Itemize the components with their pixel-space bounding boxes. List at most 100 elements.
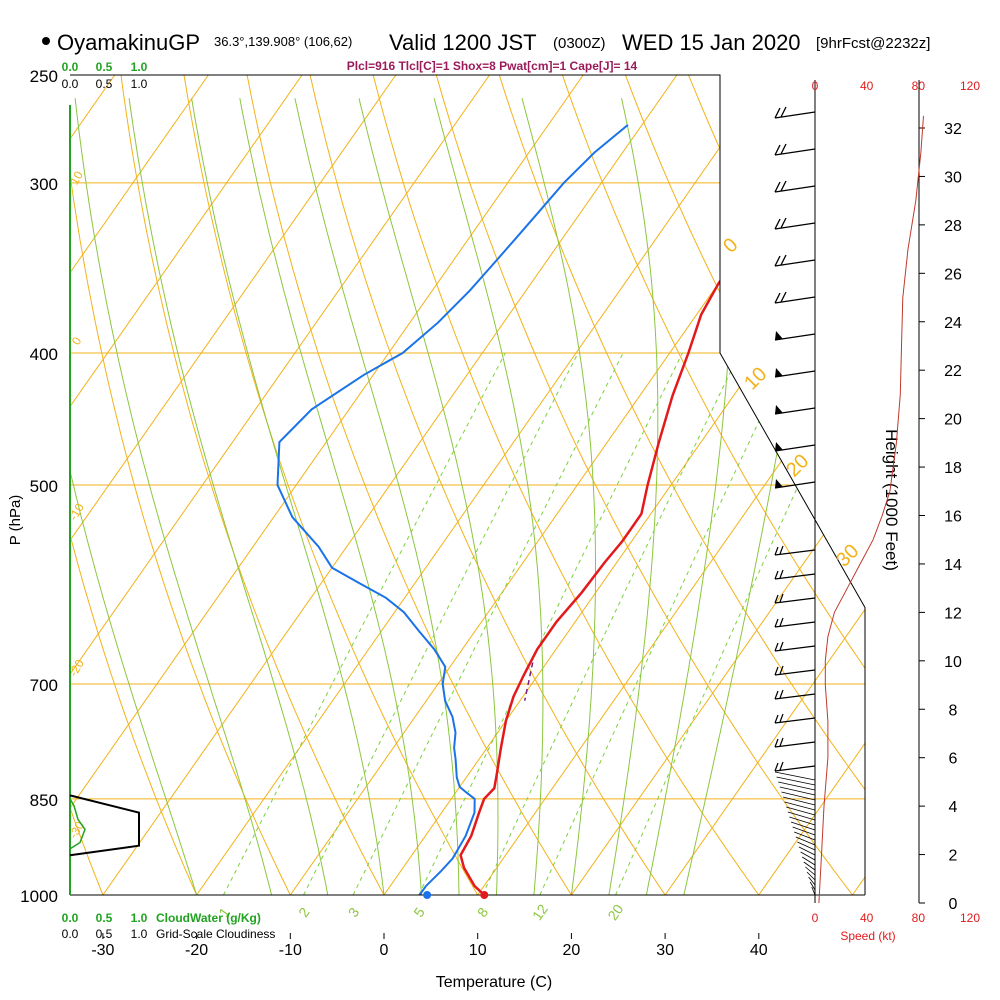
wind-barb xyxy=(774,545,816,556)
wind-barb-staff xyxy=(787,811,816,821)
wind-barb-staff xyxy=(774,185,816,193)
wind-barb xyxy=(774,593,816,604)
speed-scale-bottom: 0 xyxy=(812,911,819,925)
height-tick-label: 14 xyxy=(944,557,962,574)
height-tick-label: 28 xyxy=(944,218,962,235)
height-tick-label: 16 xyxy=(944,509,962,526)
left-edge-label: 10 xyxy=(67,168,86,187)
wind-barb xyxy=(774,641,816,652)
dewpoint-line xyxy=(276,124,629,895)
wind-barb-staff xyxy=(795,836,816,846)
height-tick-label: 20 xyxy=(944,412,962,429)
wind-barb-staff xyxy=(774,573,816,580)
diagram-frame xyxy=(70,74,866,895)
wind-barb xyxy=(774,617,816,628)
moist-adiabat-line xyxy=(74,98,273,895)
cloudiness-profile xyxy=(69,794,140,857)
wind-barb-flag xyxy=(780,180,787,192)
cloudwater-scale-top: 0.0 xyxy=(62,60,79,74)
wind-barb-flag xyxy=(774,642,779,652)
forecast-info: [9hrFcst@2232z] xyxy=(816,35,930,52)
height-tick-label: 8 xyxy=(949,702,958,719)
wind-barb xyxy=(774,180,816,193)
cloudwater-profile xyxy=(69,798,86,850)
dry-adiabat-line xyxy=(491,75,865,895)
wind-barb-flag xyxy=(779,665,784,675)
wind-barb-staff xyxy=(774,111,816,119)
isotherm-line xyxy=(70,75,584,895)
wind-barb-flag xyxy=(774,292,781,304)
wind-barb-flag xyxy=(780,291,787,303)
dry-adiabat-line xyxy=(366,75,781,895)
height-tick-label: 26 xyxy=(944,266,962,283)
wind-barb-staff xyxy=(792,826,816,836)
dry-adiabat-line xyxy=(429,75,865,895)
wind-barb-flag xyxy=(780,106,787,118)
speed-scale-top: 120 xyxy=(960,79,980,93)
wind-barb-flag xyxy=(774,218,781,230)
mixing-ratio-line xyxy=(303,352,579,895)
wind-barb-flag xyxy=(779,617,784,627)
wind-barb-flag xyxy=(774,666,779,676)
isotherm-line xyxy=(477,75,865,895)
wind-barb xyxy=(774,291,816,304)
wind-barb-staff xyxy=(774,259,816,267)
temperature-tick-label: 40 xyxy=(750,942,768,959)
wind-barb-staff xyxy=(798,846,816,856)
wind-barb-staff xyxy=(774,222,816,230)
wind-barb xyxy=(774,254,816,267)
wind-barb-flag xyxy=(780,217,787,229)
wind-barb xyxy=(774,479,816,489)
height-tick-label: 24 xyxy=(944,315,962,332)
wind-barb xyxy=(774,143,816,156)
speed-scale-top: 80 xyxy=(912,79,926,93)
mixing-ratio-label: 8 xyxy=(474,904,492,920)
cloudwater-scale-top: 0.5 xyxy=(96,60,113,74)
wind-barb xyxy=(774,442,816,452)
wind-barb xyxy=(774,106,816,119)
wind-barb-staff xyxy=(774,549,816,556)
wind-barb-pennant xyxy=(775,331,783,340)
wind-barb-flag xyxy=(779,761,784,771)
wind-barb-flag xyxy=(780,254,787,266)
wind-barb-flag xyxy=(774,107,781,119)
stability-indices: Plcl=916 Tlcl[C]=1 Shox=8 Pwat[cm]=1 Cap… xyxy=(347,59,638,73)
isotherm-line xyxy=(70,75,397,895)
mixing-ratio-line xyxy=(615,352,860,895)
wind-barb xyxy=(774,331,816,341)
wind-barb-staff xyxy=(784,801,816,811)
moist-adiabat-line xyxy=(433,98,544,895)
pressure-tick-label: 850 xyxy=(30,791,58,810)
wind-barb-flag xyxy=(774,570,779,580)
cloudiness-scale-bottom: 0.5 xyxy=(96,927,113,941)
wind-barb-flag xyxy=(774,762,779,772)
height-axis-title: Height (1000 Feet) xyxy=(882,429,901,571)
wind-barb-staff xyxy=(801,856,816,866)
wind-barb xyxy=(774,217,816,230)
speed-scale-bottom: 120 xyxy=(960,911,980,925)
station-coords: 36.3°,139.908° (106,62) xyxy=(214,34,352,49)
cloudiness-scale-bottom: 0.0 xyxy=(62,927,79,941)
isotherm-line xyxy=(70,75,209,895)
isotherm-line xyxy=(70,75,490,895)
cloudwater-scale-bottom: 0.0 xyxy=(62,911,79,925)
wind-barb-staff xyxy=(811,886,816,896)
wind-barb-flag xyxy=(779,737,784,747)
temperature-tick-label: 0 xyxy=(380,942,389,959)
wind-speed-profile xyxy=(818,115,924,904)
pressure-tick-label: 500 xyxy=(30,477,58,496)
mixing-ratio-label: 12 xyxy=(529,901,551,923)
pressure-tick-label: 700 xyxy=(30,676,58,695)
cloudwater-scale-bottom: 0.5 xyxy=(96,911,113,925)
wind-barb-staff xyxy=(782,796,816,806)
wind-barb-staff xyxy=(803,861,816,871)
wind-barb-staff xyxy=(789,816,816,826)
height-tick-label: 32 xyxy=(944,121,962,138)
wind-barb xyxy=(774,713,816,724)
pressure-tick-label: 1000 xyxy=(20,887,58,906)
wind-barb-staff xyxy=(774,669,816,676)
wind-barb-staff xyxy=(806,871,816,881)
moist-adiabat-line xyxy=(294,98,460,895)
moist-adiabat-line xyxy=(239,98,422,895)
